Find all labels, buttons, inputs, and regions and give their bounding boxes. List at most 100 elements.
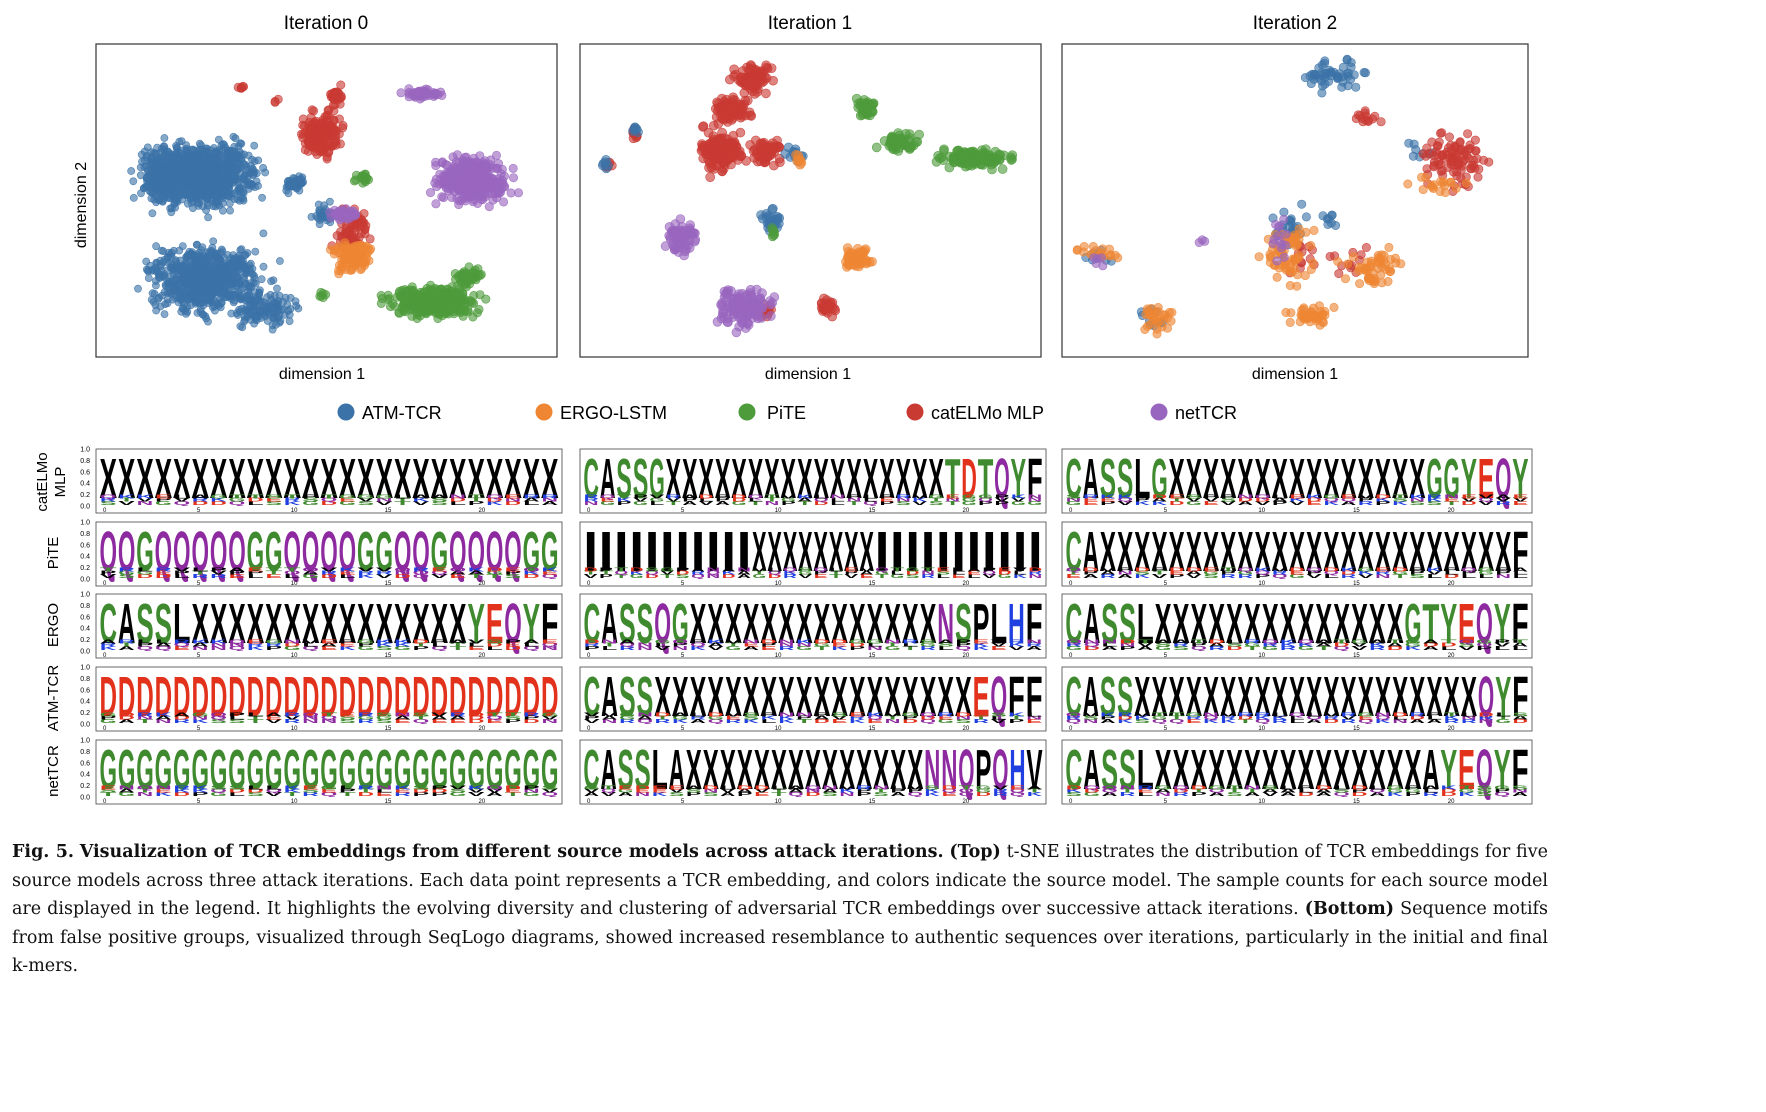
tsne-point (415, 94, 425, 104)
tsne-point (232, 272, 241, 281)
tsne-point (466, 189, 476, 199)
tsne-point (315, 216, 324, 224)
tsne-point (250, 296, 259, 305)
tsne-point (819, 293, 829, 304)
tsne-point (1309, 311, 1319, 321)
tsne-point (474, 304, 484, 314)
tsne-point (1285, 317, 1295, 327)
tsne-point (1466, 164, 1476, 174)
tsne-point (275, 257, 284, 265)
tsne-points (127, 80, 523, 334)
tsne-point (453, 177, 463, 187)
tsne-point (717, 166, 728, 177)
tsne-point (283, 300, 292, 309)
tsne-point (1272, 272, 1282, 282)
tsne-point (468, 197, 478, 207)
tsne-point (209, 237, 218, 246)
tsne-point (237, 83, 247, 93)
tsne-point (1348, 252, 1358, 262)
tsne-point (1308, 258, 1318, 268)
tsne-point (142, 257, 151, 266)
tsne-point (1317, 71, 1327, 81)
legend-label: PiTE (767, 403, 806, 423)
tsne-point (1351, 82, 1361, 92)
tsne-point (720, 289, 731, 299)
tsne-point (491, 150, 501, 160)
tsne-point (816, 303, 827, 313)
tsne-point (974, 151, 984, 161)
tsne-point (723, 317, 733, 328)
tsne-point (147, 153, 156, 162)
figure-5: Iteration 0 Iteration 1 Iteration 2 dime… (34, 13, 1533, 805)
logo-y-tick: 0.2 (80, 492, 90, 499)
tsne-point (431, 88, 441, 98)
logo-letter-minor: G (210, 494, 227, 500)
tsne-point (1279, 214, 1289, 224)
tsne-point (217, 176, 226, 185)
logo-letter-minor: A (192, 494, 210, 500)
tsne-point (160, 134, 169, 142)
tsne-point (415, 311, 425, 321)
tsne-point (204, 213, 212, 222)
tsne-point (1377, 250, 1387, 260)
tsne-point (1079, 242, 1089, 252)
tsne-point (160, 310, 169, 318)
tsne-point (867, 256, 877, 267)
tsne-point (704, 139, 715, 149)
tsne-point (1089, 253, 1099, 263)
x-axis-label: dimension 1 (765, 366, 851, 383)
tsne-point (261, 168, 270, 177)
tsne-point (242, 302, 251, 311)
tsne-point (1320, 310, 1330, 320)
tsne-point (987, 153, 997, 164)
tsne-point (734, 321, 744, 332)
tsne-point (1317, 88, 1327, 98)
tsne-point (334, 242, 344, 252)
tsne-point (440, 159, 450, 169)
tsne-point (157, 246, 166, 255)
tsne-title-iteration-2: Iteration 2 (1253, 13, 1338, 34)
tsne-point (142, 265, 151, 274)
tsne-point (197, 252, 206, 261)
tsne-point (196, 178, 204, 187)
tsne-point (868, 98, 879, 109)
tsne-point (201, 274, 209, 283)
tsne-point (334, 260, 344, 270)
tsne-point (1297, 199, 1307, 209)
legend-marker (535, 403, 553, 421)
tsne-point (204, 285, 213, 294)
tsne-point (166, 204, 175, 213)
tsne-point (232, 153, 241, 162)
tsne-point (841, 256, 851, 267)
tsne-point (350, 211, 360, 221)
tsne-point (244, 295, 252, 304)
tsne-point (1449, 167, 1459, 177)
tsne-point (421, 298, 431, 308)
tsne-point (204, 256, 212, 265)
tsne-point (1281, 229, 1291, 239)
tsne-point (468, 312, 478, 322)
logo-letter-minor: R (542, 494, 560, 500)
tsne-point (183, 253, 192, 261)
tsne-point (484, 182, 494, 192)
tsne-point (1323, 219, 1333, 229)
tsne-point (761, 88, 771, 99)
legend-item-nettcr: netTCR (1150, 403, 1237, 423)
tsne-point (171, 180, 179, 189)
tsne-point (470, 271, 480, 281)
logo-letter-minor: T (284, 494, 301, 500)
tsne-panel-iteration-0 (95, 43, 558, 358)
tsne-point (234, 165, 242, 173)
tsne-point (439, 193, 449, 203)
tsne-point (754, 151, 764, 162)
tsne-point (1445, 132, 1455, 142)
legend-marker (906, 403, 924, 421)
logo-letter-minor: R (666, 494, 682, 500)
tsne-point (1381, 259, 1391, 269)
tsne-point (249, 171, 257, 180)
tsne-point (263, 317, 272, 325)
tsne-point (465, 177, 475, 187)
tsne-point (143, 182, 151, 191)
tsne-point (148, 209, 157, 218)
tsne-point (208, 270, 217, 279)
